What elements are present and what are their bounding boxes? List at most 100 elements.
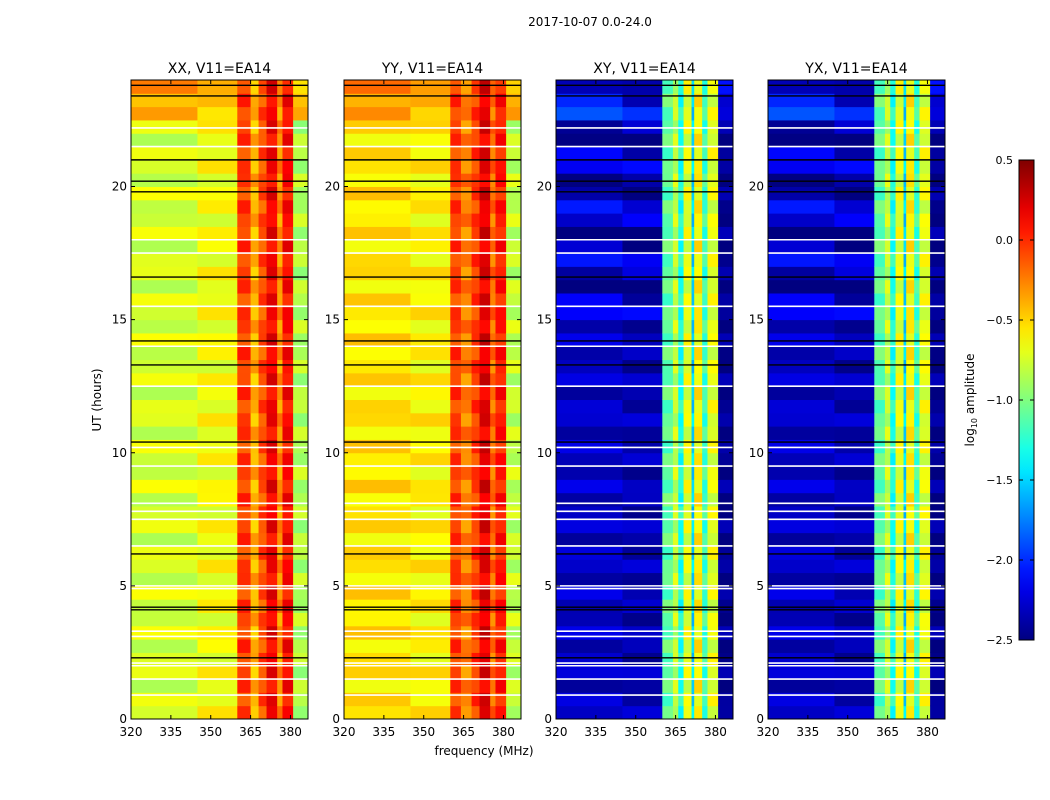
heatmap-cell bbox=[479, 639, 491, 653]
heatmap-cell bbox=[490, 412, 496, 427]
heatmap-cell bbox=[718, 253, 734, 267]
heatmap-cell bbox=[471, 572, 481, 587]
heatmap-cell bbox=[410, 532, 451, 547]
heatmap-cell bbox=[410, 679, 451, 693]
heatmap-cell bbox=[707, 266, 719, 281]
heatmap-cell bbox=[890, 93, 897, 108]
heatmap-cell bbox=[919, 625, 931, 640]
heatmap-cell bbox=[237, 386, 252, 400]
heatmap-cell bbox=[495, 133, 507, 148]
heatmap-cell bbox=[258, 532, 268, 547]
heatmap-cell bbox=[258, 545, 268, 560]
heatmap-cell bbox=[662, 106, 674, 121]
heatmap-cell bbox=[895, 492, 905, 507]
heatmap-cell bbox=[277, 359, 283, 374]
heatmap-cell bbox=[930, 293, 946, 307]
heatmap-cell bbox=[556, 226, 623, 241]
heatmap-cell bbox=[293, 106, 309, 121]
heatmap-cell bbox=[906, 372, 915, 387]
heatmap-cell bbox=[293, 213, 309, 227]
heatmap-cell bbox=[702, 665, 708, 680]
heatmap-cell bbox=[890, 319, 897, 334]
heatmap-cell bbox=[556, 532, 623, 547]
heatmap-cell bbox=[410, 319, 451, 334]
heatmap-cell bbox=[702, 692, 708, 707]
heatmap-cell bbox=[884, 199, 891, 214]
panel-title: XY, V11=EA14 bbox=[593, 61, 695, 77]
heatmap-cell bbox=[258, 146, 268, 161]
heatmap-cell bbox=[293, 506, 309, 520]
heatmap-cell bbox=[506, 399, 522, 414]
heatmap-cell bbox=[258, 705, 268, 720]
heatmap-cell bbox=[479, 253, 491, 267]
heatmap-cell bbox=[460, 279, 473, 294]
heatmap-cell bbox=[718, 599, 734, 613]
heatmap-cell bbox=[895, 93, 905, 108]
heatmap-cell bbox=[556, 186, 623, 201]
heatmap-cell bbox=[906, 133, 915, 148]
heatmap-cell bbox=[131, 466, 198, 480]
heatmap-cell bbox=[702, 479, 708, 494]
heatmap-cell bbox=[622, 372, 663, 387]
heatmap-cell bbox=[702, 439, 708, 454]
heatmap-cell bbox=[490, 639, 496, 653]
heatmap-cell bbox=[450, 239, 462, 254]
heatmap-cell bbox=[694, 639, 703, 653]
heatmap-cell bbox=[707, 639, 719, 653]
heatmap-cell bbox=[293, 186, 309, 201]
heatmap-cell bbox=[691, 572, 695, 587]
heatmap-cell bbox=[344, 506, 411, 520]
heatmap-cell bbox=[906, 426, 915, 440]
heatmap-cell bbox=[266, 506, 278, 520]
heatmap-cell bbox=[702, 639, 708, 653]
x-tick-label: 380 bbox=[704, 725, 727, 739]
heatmap-cell bbox=[930, 652, 946, 667]
heatmap-cell bbox=[903, 159, 907, 174]
heatmap-cell bbox=[683, 466, 693, 480]
heatmap-cell bbox=[884, 319, 891, 334]
heatmap-cell bbox=[282, 532, 294, 547]
heatmap-cell bbox=[282, 266, 294, 281]
heatmap-cell bbox=[495, 652, 507, 667]
heatmap-cell bbox=[479, 372, 491, 387]
heatmap-cell bbox=[903, 412, 907, 427]
heatmap-cell bbox=[282, 479, 294, 494]
heatmap-cell bbox=[197, 652, 238, 667]
y-tick-label: 15 bbox=[112, 313, 127, 327]
heatmap-cell bbox=[495, 506, 507, 520]
heatmap-cell bbox=[678, 639, 685, 653]
heatmap-cell bbox=[890, 106, 897, 121]
heatmap-cell bbox=[277, 159, 283, 174]
heatmap-cell bbox=[874, 346, 886, 361]
heatmap-cell bbox=[258, 426, 268, 440]
heatmap-cell bbox=[622, 506, 663, 520]
heatmap-cell bbox=[250, 665, 260, 680]
heatmap-cell bbox=[131, 279, 198, 294]
heatmap-cell bbox=[556, 146, 623, 161]
heatmap-cell bbox=[479, 652, 491, 667]
heatmap-cell bbox=[895, 399, 905, 414]
heatmap-cell bbox=[258, 665, 268, 680]
heatmap-cell bbox=[495, 253, 507, 267]
heatmap-cell bbox=[672, 186, 679, 201]
colorbar-tick-label: −2.5 bbox=[986, 634, 1013, 647]
heatmap-cell bbox=[460, 412, 473, 427]
heatmap-cell bbox=[672, 226, 679, 241]
heatmap-cell bbox=[490, 426, 496, 440]
heatmap-cell bbox=[490, 705, 496, 720]
heatmap-cell bbox=[450, 93, 462, 108]
plot-frame bbox=[767, 79, 946, 720]
heatmap-cell bbox=[895, 679, 905, 693]
heatmap-cell bbox=[691, 599, 695, 613]
heatmap-cell bbox=[919, 279, 931, 294]
heatmap-cell bbox=[678, 492, 685, 507]
heatmap-cell bbox=[293, 199, 309, 214]
heatmap-cell bbox=[237, 372, 252, 387]
heatmap-cell bbox=[282, 492, 294, 507]
heatmap-cell bbox=[556, 173, 623, 187]
heatmap-cell bbox=[691, 612, 695, 627]
heatmap-cell bbox=[490, 146, 496, 161]
heatmap-cell bbox=[914, 466, 920, 480]
heatmap-cell bbox=[250, 612, 260, 627]
